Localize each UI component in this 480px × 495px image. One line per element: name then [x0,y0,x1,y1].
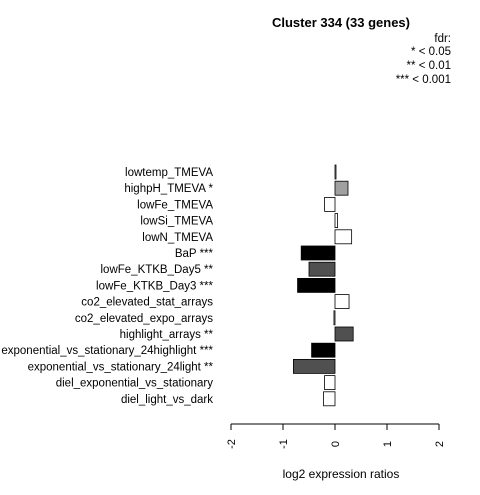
bar [334,326,354,342]
x-tick-label: 0 [330,441,342,447]
bar [334,229,353,245]
category-label: co2_elevated_stat_arrays [81,297,213,309]
bar [308,261,336,277]
bar [333,310,336,326]
bar [311,342,336,358]
category-label: lowFe_KTKB_Day5 ** [101,264,214,276]
bar [334,294,350,310]
category-label: lowFe_KTKB_Day3 *** [96,280,213,292]
x-tick-label: 1 [382,441,394,447]
legend-line: fdr: [434,33,451,45]
bar [324,196,336,212]
category-label: lowFe_TMEVA [137,199,213,211]
legend-line: *** < 0.001 [396,74,451,86]
legend-line: ** < 0.01 [407,60,451,72]
category-label: diel_light_vs_dark [121,394,213,406]
legend: fdr: * < 0.05 ** < 0.01 *** < 0.001 [396,33,451,86]
x-tick-label: -1 [278,439,290,449]
category-label: BaP *** [175,248,214,260]
bars [292,164,354,407]
category-label: lowN_TMEVA [142,232,213,244]
category-label: lowSi_TMEVA [140,216,213,228]
bar [323,391,336,407]
category-label: exponential_vs_stationary_24highlight **… [1,345,213,357]
category-labels: lowtemp_TMEVA highpH_TMEVA * lowFe_TMEVAlo… [1,167,213,406]
bar [292,358,336,374]
category-label: lowtemp_TMEVA [125,167,213,179]
x-tick-label: 2 [434,441,446,447]
x-axis: -2 -1 0 1 2 [226,423,446,449]
category-label: highpH_TMEVA * [124,183,213,195]
bar [334,180,349,196]
category-label: exponential_vs_stationary_24light ** [28,361,214,373]
category-label: highlight_arrays ** [120,329,214,341]
x-tick-label: -2 [226,439,238,449]
bar [334,164,337,180]
bar [300,245,336,261]
bar [324,375,336,391]
bar [334,213,338,229]
legend-line: * < 0.05 [411,46,451,58]
category-label: co2_elevated_expo_arrays [75,313,213,325]
bar [297,277,336,293]
x-axis-label: log2 expression ratios [283,467,400,481]
chart-title: Cluster 334 (33 genes) [272,15,410,30]
category-label: diel_exponential_vs_stationary [56,378,214,390]
